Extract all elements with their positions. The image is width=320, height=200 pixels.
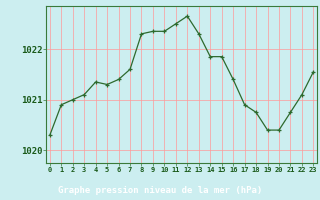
Text: Graphe pression niveau de la mer (hPa): Graphe pression niveau de la mer (hPa) [58,186,262,195]
